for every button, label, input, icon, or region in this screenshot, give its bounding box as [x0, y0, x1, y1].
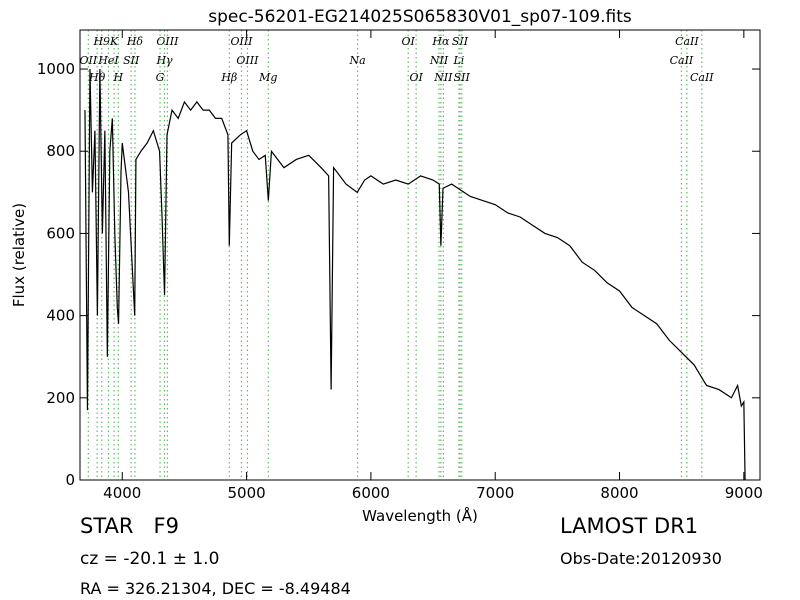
y-tick-label: 800 — [46, 142, 75, 160]
y-axis-label: Flux (relative) — [10, 203, 28, 307]
x-tick-label: 4000 — [103, 484, 141, 502]
spectral-line-label: K — [109, 35, 119, 48]
spectral-line-label: G — [156, 71, 165, 84]
spectral-line-label: CaII — [675, 35, 699, 48]
spectrum-line — [84, 69, 746, 481]
chart-title: spec-56201-EG214025S065830V01_sp07-109.f… — [208, 7, 632, 27]
y-tick-label: 0 — [65, 471, 75, 489]
spectral-line-label: Hγ — [155, 54, 173, 67]
spectral-line-label: NII — [433, 71, 453, 84]
y-tick-label: 600 — [46, 224, 75, 242]
spectral-line-label: OIII — [156, 35, 179, 48]
obs-date: Obs-Date:20120930 — [560, 549, 722, 568]
y-tick-label: 200 — [46, 389, 75, 407]
x-tick-label: 5000 — [227, 484, 265, 502]
spectral-line-label: CaII — [670, 54, 694, 67]
survey: LAMOST DR1 — [560, 514, 698, 538]
spectral-line-label: OIII — [236, 54, 259, 67]
spectral-line-label: NII — [429, 54, 449, 67]
spectral-line-label: H — [112, 71, 123, 84]
spectral-line-label: SII — [123, 54, 140, 67]
y-tick-label: 1000 — [37, 60, 75, 78]
spectral-line-label: Hδ — [126, 35, 144, 48]
spectral-line-label: SII — [454, 71, 471, 84]
x-axis-label: Wavelength (Å) — [362, 506, 478, 525]
object-class: STAR F9 — [80, 514, 179, 538]
plot-frame — [79, 29, 761, 481]
x-tick-label: 7000 — [476, 484, 514, 502]
x-tick-label: 8000 — [600, 484, 638, 502]
coordinates: RA = 326.21304, DEC = -8.49484 — [80, 579, 351, 598]
spectral-line-label: OI — [402, 35, 416, 48]
spectral-line-label: Hθ — [88, 71, 106, 84]
spectral-line-label: CaII — [690, 71, 714, 84]
spectral-line-label: Mg — [258, 71, 277, 84]
spectral-line-label: OIII — [230, 35, 253, 48]
spectral-line-label: HeI — [97, 54, 119, 67]
spectral-line-label: OII — [79, 54, 97, 67]
y-tick-label: 400 — [46, 307, 75, 325]
spectral-line-label: Na — [349, 54, 366, 67]
spectral-line-label: Li — [452, 54, 464, 67]
spectral-line-label: H9 — [92, 35, 110, 48]
spectral-line-label: SII — [452, 35, 469, 48]
spectral-line-label: Hα — [431, 35, 450, 48]
x-tick-label: 9000 — [725, 484, 763, 502]
redshift: cz = -20.1 ± 1.0 — [80, 549, 219, 569]
spectral-line-label: Hβ — [220, 71, 237, 84]
spectral-line-label: OI — [409, 71, 423, 84]
x-tick-label: 6000 — [352, 484, 390, 502]
